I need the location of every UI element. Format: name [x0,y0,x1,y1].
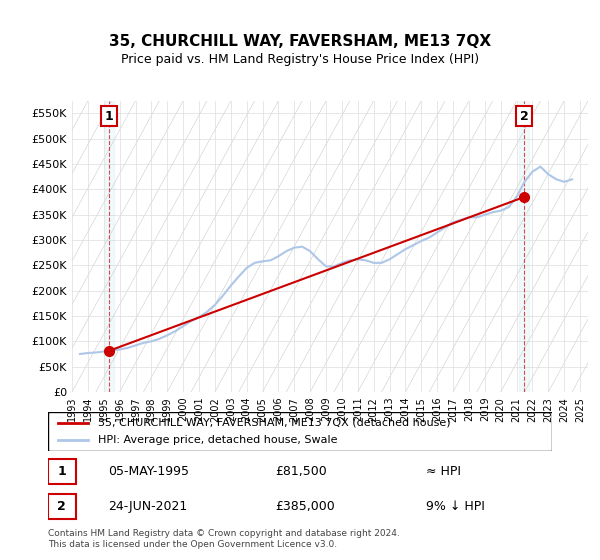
FancyBboxPatch shape [48,459,76,484]
Text: 35, CHURCHILL WAY, FAVERSHAM, ME13 7QX (detached house): 35, CHURCHILL WAY, FAVERSHAM, ME13 7QX (… [98,418,451,428]
Bar [520,101,529,392]
FancyBboxPatch shape [48,493,76,519]
Text: 24-JUN-2021: 24-JUN-2021 [109,500,188,512]
Text: 1: 1 [57,465,66,478]
Text: 35, CHURCHILL WAY, FAVERSHAM, ME13 7QX: 35, CHURCHILL WAY, FAVERSHAM, ME13 7QX [109,34,491,49]
Text: 1: 1 [105,110,113,123]
Text: 9% ↓ HPI: 9% ↓ HPI [426,500,485,512]
Text: 05-MAY-1995: 05-MAY-1995 [109,465,190,478]
Text: 2: 2 [57,500,66,512]
Text: HPI: Average price, detached house, Swale: HPI: Average price, detached house, Swal… [98,435,338,445]
Text: £81,500: £81,500 [275,465,326,478]
Text: Contains HM Land Registry data © Crown copyright and database right 2024.
This d: Contains HM Land Registry data © Crown c… [48,529,400,549]
Text: 2: 2 [520,110,529,123]
Text: Price paid vs. HM Land Registry's House Price Index (HPI): Price paid vs. HM Land Registry's House … [121,53,479,66]
Text: £385,000: £385,000 [275,500,335,512]
Text: ≈ HPI: ≈ HPI [426,465,461,478]
Bar [104,101,114,392]
